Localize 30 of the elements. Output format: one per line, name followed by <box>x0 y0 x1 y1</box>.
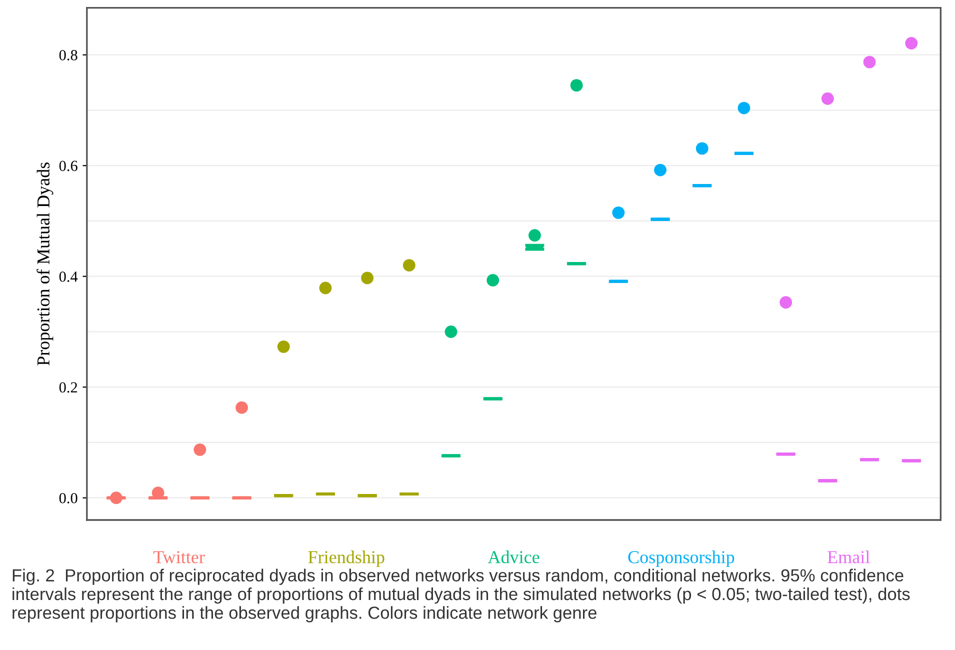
point <box>444 326 458 338</box>
text: Email <box>828 550 870 564</box>
point <box>277 340 290 353</box>
point <box>319 282 332 294</box>
text: Advice <box>488 550 540 564</box>
y-tick-label: 0.4 <box>59 272 78 282</box>
y-tick-label: 0.6 <box>59 160 78 172</box>
point <box>528 229 541 242</box>
point <box>486 274 500 286</box>
point <box>780 296 792 309</box>
y-tick-label: 0.8 <box>59 50 78 60</box>
point <box>863 56 876 68</box>
point <box>905 37 918 50</box>
caption: Fig. 2 Proportion of reciprocated dyads in observed networks versus random, conditional networks. 95% confidence intervals represent the range of proportions of mutual dyads in the simulated networks (p < 0.05; two-tailed test), dots represent proportions in the observed graphs. Colors indicate network genre <box>12 568 910 622</box>
text: Cosponsorship <box>628 550 734 567</box>
text: Twitter <box>153 551 205 564</box>
text: Friendship <box>308 550 384 567</box>
y-tick-label: 0.2 <box>59 382 78 393</box>
point <box>612 206 625 219</box>
point <box>738 102 750 114</box>
point <box>194 443 206 456</box>
point <box>402 259 416 272</box>
point <box>570 79 583 92</box>
point <box>236 401 248 414</box>
y-tick-label: 0.0 <box>59 492 78 504</box>
point <box>361 272 374 284</box>
point <box>821 92 834 105</box>
y-axis-title: Proportion of Mutual Dyads <box>36 162 54 366</box>
point <box>654 164 666 176</box>
point <box>696 142 708 155</box>
